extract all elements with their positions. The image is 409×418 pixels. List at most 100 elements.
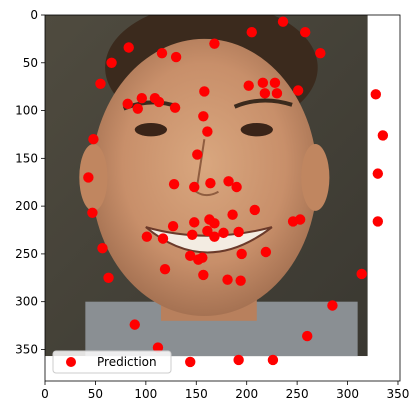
x-tick-label: 50 (88, 387, 103, 401)
prediction-point (299, 27, 311, 38)
prediction-point (193, 254, 204, 265)
prediction-point (152, 342, 164, 353)
prediction-point (185, 250, 196, 262)
prediction-point (231, 181, 242, 193)
prediction-point (372, 216, 384, 227)
y-tick-label: 0 (30, 8, 38, 22)
prediction-point (202, 126, 213, 137)
prediction-point (236, 248, 247, 260)
prediction-point (233, 226, 244, 238)
prediction-point (377, 130, 389, 141)
prediction-point (153, 96, 165, 108)
y-tick-label: 50 (23, 56, 38, 70)
prediction-point (205, 177, 216, 189)
y-tick-label: 250 (15, 247, 38, 261)
prediction-point (167, 220, 179, 232)
x-tick-label: 200 (235, 387, 258, 401)
prediction-point (88, 134, 99, 145)
prediction-point (136, 92, 148, 104)
y-tick-label: 150 (15, 151, 38, 165)
legend-box (52, 350, 172, 374)
prediction-point (168, 178, 180, 190)
prediction-point (123, 42, 134, 53)
nose-shape (195, 139, 219, 197)
face-shape (91, 38, 318, 317)
prediction-point (202, 225, 213, 237)
prediction-point (249, 204, 260, 216)
prediction-point (189, 181, 200, 193)
prediction-point (170, 51, 182, 63)
prediction-points (83, 16, 389, 368)
prediction-point (106, 57, 117, 68)
prediction-point (243, 80, 254, 91)
x-tick-label: 300 (336, 387, 359, 401)
x-tick-label: 0 (41, 387, 49, 401)
prediction-point (157, 233, 169, 244)
prediction-point (156, 48, 168, 59)
prediction-point (95, 78, 106, 90)
legend: Prediction (52, 350, 172, 374)
prediction-point (260, 246, 272, 258)
x-tick-label: 350 (387, 387, 409, 401)
prediction-point (192, 149, 203, 160)
prediction-point (122, 98, 133, 110)
right-ear-shape (301, 144, 330, 211)
prediction-point (222, 274, 233, 285)
prediction-point (159, 263, 171, 275)
prediction-point (189, 217, 200, 228)
y-tick-label: 350 (15, 342, 38, 356)
prediction-point (315, 48, 326, 59)
prediction-point (218, 227, 229, 239)
prediction-point (235, 275, 246, 286)
prediction-point (129, 319, 140, 330)
face-photo (45, 15, 368, 357)
prediction-point (209, 38, 220, 49)
prediction-point (227, 209, 238, 220)
prediction-point (294, 214, 306, 225)
prediction-point (277, 16, 289, 27)
left-eye-shape (134, 122, 168, 137)
prediction-point (199, 86, 210, 97)
axes (41, 14, 401, 385)
prediction-point (185, 356, 196, 368)
prediction-point (257, 77, 269, 89)
axes-frame (44, 14, 401, 382)
prediction-point (233, 354, 244, 366)
right-eyebrow-shape (233, 98, 293, 109)
prediction-point (370, 89, 381, 100)
prediction-point (198, 111, 209, 122)
y-tick-label: 300 (15, 295, 38, 309)
prediction-point (83, 172, 94, 183)
x-tick-label: 100 (134, 387, 157, 401)
tick-labels: 0 50 100 150 200 250 300 350 0 50 100 150 200 250 300 3… (15, 8, 409, 401)
prediction-point (198, 269, 209, 281)
legend-marker (66, 357, 76, 367)
prediction-point (141, 231, 153, 242)
right-eye-shape (240, 122, 273, 137)
prediction-point (259, 88, 271, 99)
legend-label: Prediction (97, 355, 157, 369)
prediction-point (103, 272, 114, 283)
prediction-point (356, 268, 367, 280)
prediction-point (269, 77, 281, 89)
prediction-point (209, 218, 220, 229)
prediction-point (169, 102, 181, 113)
prediction-point (209, 231, 220, 242)
prediction-point (187, 229, 198, 240)
prediction-point (246, 27, 257, 38)
prediction-point (292, 85, 304, 96)
prediction-point (87, 207, 98, 219)
prediction-point (97, 242, 108, 254)
mouth-shape (145, 226, 273, 254)
prediction-point (267, 354, 279, 366)
x-tick-label: 250 (286, 387, 309, 401)
x-tick-label: 150 (185, 387, 208, 401)
prediction-point (271, 88, 283, 99)
prediction-point (327, 300, 338, 311)
prediction-point (372, 168, 384, 179)
prediction-point (132, 103, 143, 114)
prediction-point (223, 176, 234, 187)
y-tick-label: 100 (15, 104, 38, 118)
prediction-point (302, 330, 313, 342)
